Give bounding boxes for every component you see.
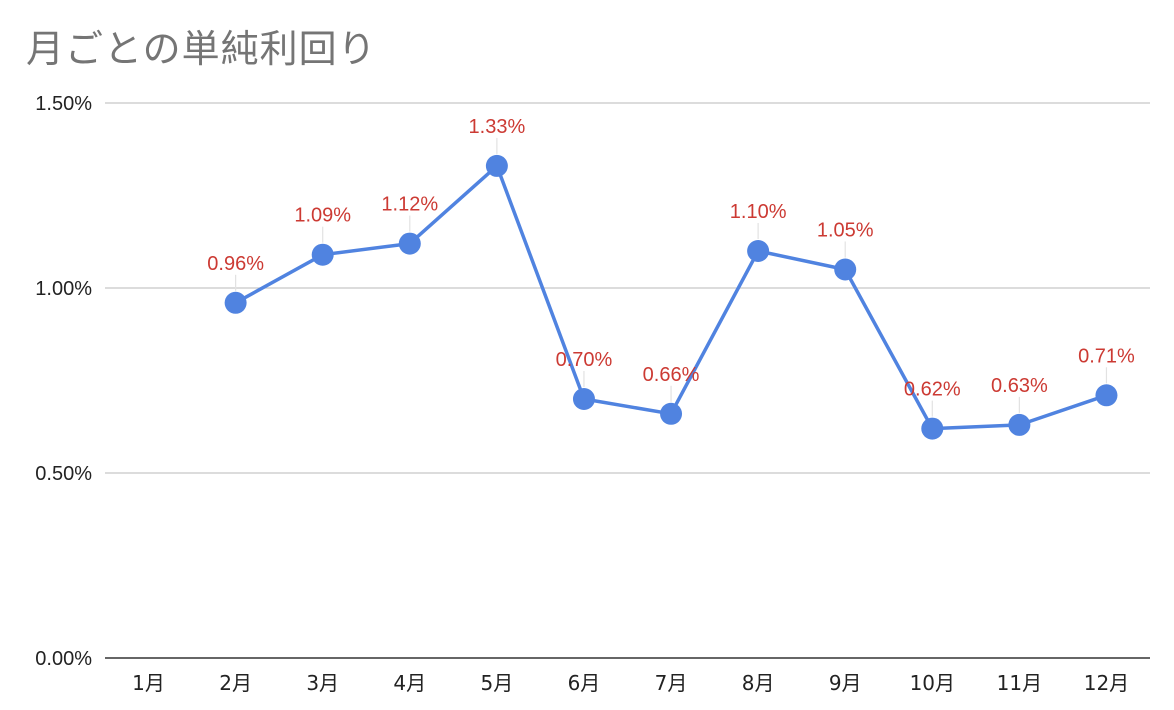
data-label: 0.66% bbox=[643, 364, 700, 386]
data-point bbox=[224, 291, 247, 314]
data-label: 0.71% bbox=[1078, 345, 1135, 367]
chart-title: 月ごとの単純利回り bbox=[26, 27, 377, 71]
data-point bbox=[747, 240, 770, 262]
data-label: 1.05% bbox=[817, 220, 874, 242]
x-tick-label: 12月 bbox=[1084, 671, 1129, 695]
x-tick-label: 6月 bbox=[568, 671, 601, 695]
data-point bbox=[660, 402, 683, 425]
data-label: 0.70% bbox=[556, 349, 613, 371]
y-axis-ticks: 0.00% 0.50% 1.00% 1.50% bbox=[35, 93, 92, 670]
data-points bbox=[224, 154, 1118, 440]
data-point bbox=[921, 417, 944, 440]
x-tick-label: 4月 bbox=[393, 671, 426, 695]
y-tick-label: 1.50% bbox=[35, 93, 92, 115]
x-tick-label: 3月 bbox=[306, 671, 339, 695]
data-label: 1.12% bbox=[381, 194, 438, 216]
data-label: 1.33% bbox=[469, 116, 526, 138]
data-label: 1.09% bbox=[294, 205, 351, 227]
data-point bbox=[398, 232, 421, 255]
y-tick-label: 1.00% bbox=[35, 278, 92, 300]
data-point bbox=[311, 243, 334, 266]
data-point bbox=[485, 154, 508, 177]
x-tick-label: 2月 bbox=[219, 671, 252, 695]
gridlines bbox=[105, 102, 1150, 659]
label-leaders bbox=[235, 137, 1108, 417]
x-tick-label: 11月 bbox=[997, 671, 1042, 695]
data-point bbox=[572, 388, 595, 410]
x-tick-label: 5月 bbox=[481, 671, 514, 695]
data-labels: 0.96% 1.09% 1.12% 1.33% 0.70% 0.66% 1.10% 1.05%… bbox=[207, 116, 1135, 401]
data-label: 1.10% bbox=[730, 201, 787, 223]
data-point bbox=[1095, 384, 1118, 407]
x-axis-ticks: 1月 2月 3月 4月 5月 6月 7月 8月 9月 10月 11月 12月 bbox=[132, 671, 1129, 695]
x-tick-label: 1月 bbox=[132, 671, 165, 695]
data-point bbox=[1008, 413, 1031, 436]
data-label: 0.62% bbox=[904, 379, 961, 401]
x-tick-label: 7月 bbox=[655, 671, 688, 695]
data-label: 0.96% bbox=[207, 253, 264, 275]
x-tick-label: 8月 bbox=[742, 671, 775, 695]
data-point bbox=[834, 258, 857, 281]
y-tick-label: 0.50% bbox=[35, 463, 92, 485]
x-tick-label: 10月 bbox=[910, 671, 955, 695]
x-tick-label: 9月 bbox=[829, 671, 862, 695]
y-tick-label: 0.00% bbox=[35, 648, 92, 670]
data-label: 0.63% bbox=[991, 375, 1048, 397]
